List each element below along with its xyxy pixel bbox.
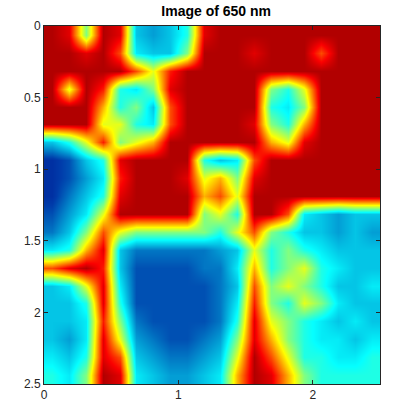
svg-text:2: 2 (309, 388, 316, 402)
svg-text:0: 0 (34, 19, 41, 33)
svg-text:1: 1 (175, 388, 182, 402)
svg-text:Image of 650 nm: Image of 650 nm (161, 3, 271, 19)
svg-text:1.5: 1.5 (24, 234, 41, 248)
svg-text:2: 2 (34, 306, 41, 320)
svg-text:2.5: 2.5 (24, 377, 41, 391)
svg-text:0: 0 (41, 388, 48, 402)
svg-text:0.5: 0.5 (24, 91, 41, 105)
svg-text:1: 1 (34, 162, 41, 176)
